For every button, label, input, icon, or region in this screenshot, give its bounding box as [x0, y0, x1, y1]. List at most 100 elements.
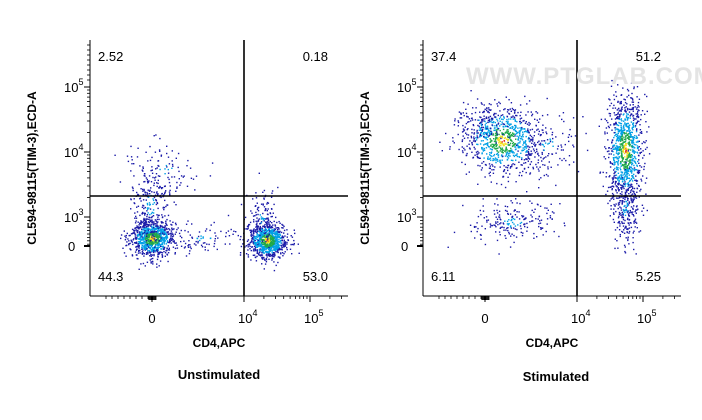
event-dot — [240, 235, 242, 238]
event-dot — [177, 227, 179, 229]
event-dot — [621, 132, 623, 134]
event-dot — [560, 149, 563, 151]
event-dot — [259, 249, 261, 252]
event-dot — [281, 252, 284, 254]
event-dot — [490, 224, 492, 227]
event-dot — [642, 150, 644, 152]
event-dot — [136, 230, 138, 232]
event-dot — [603, 156, 605, 158]
event-dot — [207, 249, 209, 252]
event-dot — [612, 146, 614, 148]
event-dot — [608, 147, 610, 149]
event-dot — [166, 145, 168, 147]
event-dot — [261, 257, 263, 259]
event-dot — [552, 145, 554, 147]
event-dot — [546, 212, 548, 215]
event-dot — [533, 135, 535, 137]
event-dot — [501, 118, 503, 120]
event-dot — [535, 218, 537, 220]
event-dot — [460, 113, 462, 115]
event-dot — [272, 224, 274, 226]
event-dot — [612, 179, 614, 181]
event-dot — [477, 132, 479, 134]
event-dot — [483, 217, 485, 219]
event-dot — [628, 143, 630, 145]
event-dot — [620, 187, 622, 189]
event-dot — [626, 211, 629, 214]
event-dot — [637, 140, 639, 142]
event-dot — [489, 133, 491, 136]
event-dot — [149, 238, 151, 240]
event-dot — [131, 186, 134, 188]
event-dot — [636, 152, 639, 154]
event-dot — [154, 248, 156, 250]
event-dot — [475, 226, 477, 228]
event-dot — [639, 124, 641, 126]
event-dot — [134, 202, 136, 205]
event-dot — [616, 133, 618, 135]
event-dot — [145, 231, 147, 233]
event-dot — [509, 246, 512, 248]
event-dot — [632, 137, 634, 140]
event-dot — [247, 254, 249, 256]
event-dot — [528, 136, 530, 139]
event-dot — [138, 245, 140, 247]
event-dot — [525, 151, 528, 153]
event-dot — [161, 221, 163, 223]
event-dot — [622, 213, 625, 215]
event-dot — [611, 79, 613, 82]
event-dot — [497, 223, 499, 226]
event-dot — [256, 250, 258, 252]
event-dot — [611, 139, 614, 141]
event-dot — [501, 141, 503, 143]
event-dot — [508, 223, 510, 225]
event-dot — [631, 101, 633, 103]
event-dot — [502, 176, 504, 178]
event-dot — [618, 121, 620, 124]
event-dot — [268, 254, 271, 256]
event-dot — [625, 150, 627, 152]
event-dot — [621, 201, 624, 203]
event-dot — [163, 237, 165, 239]
event-dot — [141, 230, 143, 233]
event-dot — [152, 212, 155, 214]
event-dot — [164, 191, 166, 193]
event-dot — [613, 124, 615, 126]
event-dot — [624, 209, 626, 212]
event-dot — [630, 178, 633, 180]
event-dot — [481, 126, 483, 129]
event-dot — [624, 192, 627, 195]
event-dot — [279, 257, 281, 259]
event-dot — [502, 144, 505, 147]
event-dot — [496, 150, 499, 152]
event-dot — [506, 122, 509, 125]
event-dot — [632, 126, 634, 128]
event-dot — [493, 213, 496, 215]
event-dot — [153, 253, 155, 256]
event-dot — [614, 127, 616, 129]
event-dot — [188, 240, 190, 242]
event-dot — [260, 242, 263, 244]
event-dot — [633, 173, 635, 176]
quadrant-upper-right-pct: 51.2 — [636, 49, 661, 64]
event-dot — [148, 207, 150, 209]
event-dot — [259, 241, 261, 243]
event-dot — [509, 131, 512, 134]
event-dot — [147, 246, 150, 248]
event-dot — [270, 226, 273, 228]
event-dot — [273, 235, 275, 238]
event-dot — [532, 168, 535, 170]
event-dot — [151, 222, 153, 224]
event-dot — [273, 252, 275, 254]
event-dot — [152, 203, 154, 205]
event-dot — [494, 158, 496, 160]
event-dot — [256, 231, 258, 234]
event-dot — [287, 239, 289, 241]
event-dot — [157, 221, 159, 223]
event-dot — [622, 185, 624, 187]
event-dot — [606, 190, 609, 192]
event-dot — [635, 209, 637, 211]
event-dot — [160, 196, 162, 199]
quadrant-lower-left-pct: 6.11 — [431, 269, 455, 284]
event-dot — [609, 215, 611, 217]
